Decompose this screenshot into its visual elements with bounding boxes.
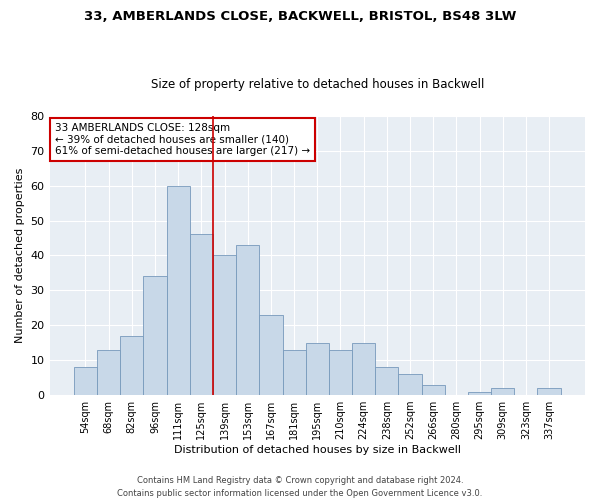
Bar <box>468 392 491 395</box>
Bar <box>283 350 305 395</box>
Bar <box>143 276 167 395</box>
Bar <box>375 367 398 395</box>
Bar <box>259 315 283 395</box>
Text: 33 AMBERLANDS CLOSE: 128sqm
← 39% of detached houses are smaller (140)
61% of se: 33 AMBERLANDS CLOSE: 128sqm ← 39% of det… <box>55 123 310 156</box>
Bar <box>213 256 236 395</box>
Bar <box>190 234 213 395</box>
Text: Contains HM Land Registry data © Crown copyright and database right 2024.
Contai: Contains HM Land Registry data © Crown c… <box>118 476 482 498</box>
Bar <box>305 342 329 395</box>
Bar <box>120 336 143 395</box>
Bar <box>167 186 190 395</box>
X-axis label: Distribution of detached houses by size in Backwell: Distribution of detached houses by size … <box>174 445 461 455</box>
Bar <box>236 245 259 395</box>
Y-axis label: Number of detached properties: Number of detached properties <box>15 168 25 343</box>
Bar <box>74 367 97 395</box>
Bar <box>329 350 352 395</box>
Bar <box>97 350 120 395</box>
Bar <box>538 388 560 395</box>
Bar <box>422 384 445 395</box>
Bar <box>398 374 422 395</box>
Bar <box>491 388 514 395</box>
Title: Size of property relative to detached houses in Backwell: Size of property relative to detached ho… <box>151 78 484 91</box>
Text: 33, AMBERLANDS CLOSE, BACKWELL, BRISTOL, BS48 3LW: 33, AMBERLANDS CLOSE, BACKWELL, BRISTOL,… <box>84 10 516 23</box>
Bar <box>352 342 375 395</box>
